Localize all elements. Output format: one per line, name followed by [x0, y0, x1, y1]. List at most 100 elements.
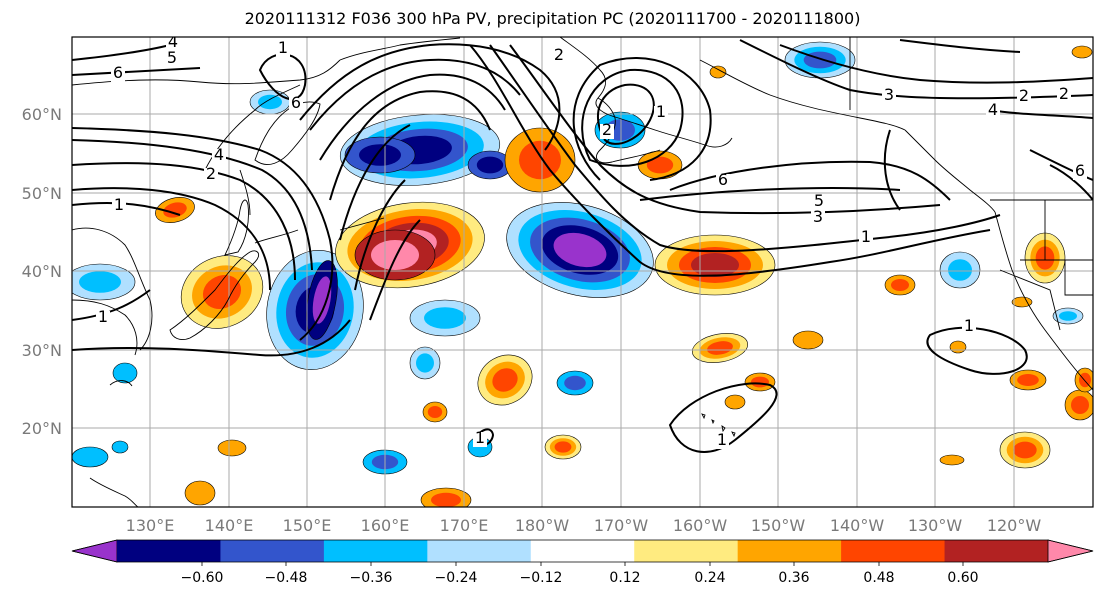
pv-contour-line: [369, 219, 421, 321]
precip-anomaly-region: [709, 65, 727, 79]
precip-anomaly-region: [422, 401, 448, 423]
pv-contour-line: [72, 187, 271, 291]
colorbar-tick-label: −0.60: [181, 570, 224, 586]
pv-contour-line: [354, 179, 406, 291]
pv-contour-label: 2: [206, 164, 216, 183]
pv-contour-line: [883, 129, 901, 211]
precip-anomaly-region: [724, 394, 746, 410]
colorbar-swatch: [634, 540, 739, 562]
pv-contour-label: 6: [1075, 161, 1085, 180]
map-title: 2020111312 F036 300 hPa PV, precipitatio…: [244, 9, 861, 28]
pv-contour-label: 2: [1059, 84, 1069, 103]
pv-label-halo: [1017, 90, 1031, 105]
colorbar-swatch: [117, 540, 221, 562]
pv-label-halo: [552, 49, 566, 64]
pv-contour-line: [72, 202, 181, 216]
latitude-labels: 60°N 50°N 40°N 30°N 20°N: [22, 105, 62, 438]
precip-anomaly-region: [477, 354, 533, 406]
latitude-label: 20°N: [22, 419, 62, 438]
pv-contour-line: [1049, 164, 1093, 201]
pv-contour-label: 4: [988, 100, 998, 119]
precip-anomaly-region: [217, 439, 247, 457]
precip-anomaly-region: [637, 150, 683, 180]
pv-contour-label: 2: [554, 45, 564, 64]
colorbar: −0.60 −0.48 −0.36 −0.24 −0.12 0.12 0.24 0.36 0.4…: [71, 539, 1094, 586]
precip-anomaly-region: [504, 127, 576, 193]
colorbar-swatch: [427, 540, 532, 562]
lat-lon-grid: [72, 37, 1093, 507]
precip-anomaly-region: [344, 136, 416, 174]
pv-label-halo: [600, 124, 614, 139]
longitude-labels: 130°E 140°E 150°E 160°E 170°E 180°W 170°W 160°W…: [126, 516, 1042, 535]
longitude-label: 120°W: [987, 516, 1042, 535]
colorbar-tick-label: −0.12: [520, 570, 563, 586]
precip-anomaly-region: [939, 251, 981, 289]
pv-contour-line: [509, 44, 941, 215]
pv-contour-label: 5: [167, 48, 177, 67]
precip-anomaly-region: [692, 333, 748, 363]
pv-contour-line: [669, 160, 951, 201]
precip-anomaly-region: [506, 202, 654, 298]
colorbar-swatch: [841, 540, 946, 562]
pv-label-halo: [1057, 88, 1071, 103]
pv-label-halo: [962, 320, 976, 335]
pv-contour-line: [72, 44, 171, 61]
pv-contours: [72, 39, 1093, 453]
pv-contour-label: 6: [718, 170, 728, 189]
colorbar-outline: [71, 539, 1094, 563]
precip-anomaly-region: [1064, 389, 1093, 421]
pv-label-halo: [165, 52, 179, 67]
precip-anomaly-region: [249, 89, 291, 115]
colorbar-tick-label: 0.12: [609, 570, 640, 586]
pv-contour-line: [72, 162, 296, 281]
latitude-label: 30°N: [22, 341, 62, 360]
colorbar-swatch: [220, 540, 325, 562]
pv-contour-label: 6: [291, 93, 301, 112]
pv-contour-line: [469, 44, 991, 277]
pv-label-halo: [812, 195, 826, 210]
pv-contour-line: [329, 90, 491, 201]
pv-contour-line: [596, 83, 655, 145]
pv-label-halo: [986, 104, 1000, 119]
coastlines: [72, 37, 1093, 507]
colorbar-tick-label: 0.36: [778, 570, 809, 586]
pv-contour-line: [258, 53, 307, 101]
colorbar-max-arrow: [1047, 539, 1094, 563]
pv-contour-line: [72, 127, 334, 341]
pv-contour-line: [1029, 149, 1093, 181]
precip-anomaly-region: [155, 197, 195, 223]
pv-contour-line: [72, 67, 201, 76]
longitude-label: 150°W: [751, 516, 806, 535]
pv-label-halo: [882, 89, 896, 104]
pv-contour-label: 4: [168, 32, 178, 51]
pv-contour-label: 6: [113, 63, 123, 82]
longitude-label: 130°W: [908, 516, 963, 535]
colorbar-swatch: [323, 540, 428, 562]
pv-label-halo: [111, 67, 125, 82]
pv-label-halo: [276, 42, 290, 57]
pv-label-halo: [654, 106, 668, 121]
colorbar-tick-label: 0.48: [863, 570, 894, 586]
precip-anomaly-region: [949, 340, 967, 354]
pv-contour-line: [668, 382, 778, 453]
pv-contour-label: 5: [814, 191, 824, 210]
pv-contour-label: 2: [1019, 86, 1029, 105]
precip-anomaly-region: [72, 263, 136, 301]
longitude-label: 170°E: [440, 516, 489, 535]
colorbar-swatch: [737, 540, 842, 562]
pv-contour-line: [299, 43, 561, 151]
colorbar-tick-label: 0.60: [947, 570, 978, 586]
pv-contour-label: 3: [813, 207, 823, 226]
precip-anomaly-region: [111, 440, 129, 454]
precip-anomaly-region: [467, 150, 513, 180]
pv-contour-label: 3: [884, 85, 894, 104]
precip-anomaly-region: [306, 260, 338, 340]
precip-anomaly-region: [1009, 369, 1047, 391]
pv-contour-label: 1: [861, 227, 871, 246]
precip-anomaly-region: [556, 370, 594, 396]
longitude-label: 170°W: [594, 516, 649, 535]
latitude-label: 40°N: [22, 262, 62, 281]
precip-anomaly-region: [184, 480, 216, 506]
pv-contour-line: [639, 187, 901, 201]
colorbar-min-arrow: [71, 539, 118, 563]
